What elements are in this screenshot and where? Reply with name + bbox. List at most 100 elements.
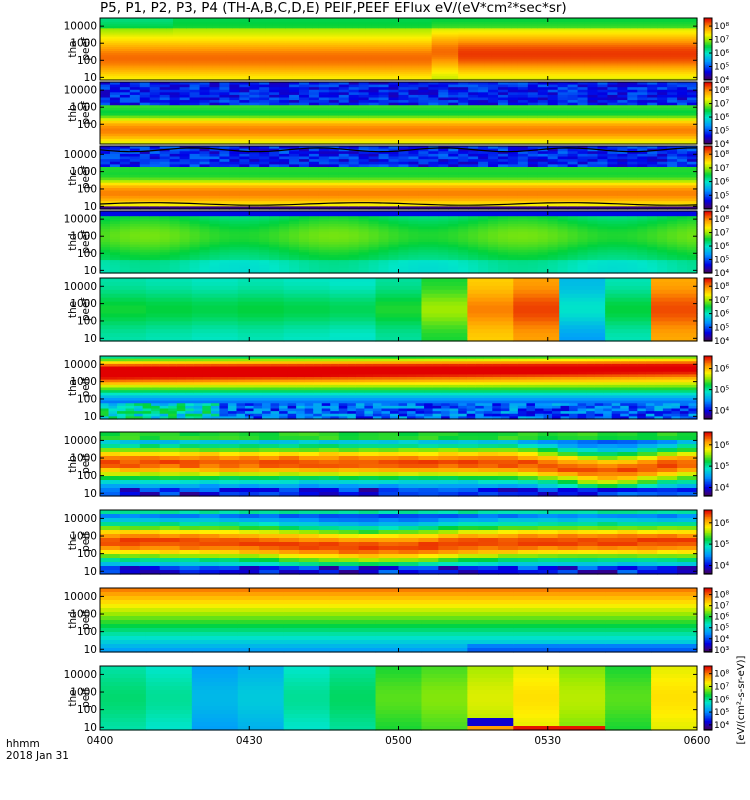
heatmap-cell — [531, 55, 539, 58]
heatmap-cell — [683, 24, 691, 27]
heatmap-cell — [438, 73, 446, 77]
heatmap-cell — [498, 44, 506, 48]
heatmap-cell — [564, 42, 572, 46]
heatmap-cell — [444, 24, 453, 27]
heatmap-cell — [219, 20, 227, 23]
heatmap-cell — [425, 22, 433, 25]
heatmap-cell — [232, 22, 240, 25]
heatmap-cell — [647, 123, 658, 127]
heatmap-cell — [471, 22, 479, 25]
heatmap-cell — [119, 89, 131, 93]
heatmap-cell — [219, 161, 230, 165]
heatmap-cell — [139, 89, 151, 93]
heatmap-cell — [677, 97, 688, 101]
heatmap-cell — [610, 22, 618, 25]
heatmap-cell — [431, 36, 439, 40]
heatmap-cell — [597, 84, 609, 88]
heatmap-cell — [617, 100, 628, 104]
heatmap-cell — [371, 20, 380, 23]
heatmap-cell — [650, 67, 658, 71]
heatmap-cell — [219, 115, 230, 119]
heatmap-cell — [537, 125, 549, 130]
heatmap-cell — [109, 105, 121, 109]
heatmap-cell — [179, 206, 191, 210]
colorbar-segment — [704, 130, 712, 133]
heatmap-cell — [279, 128, 290, 132]
heatmap-cell — [491, 63, 499, 67]
heatmap-cell — [597, 63, 605, 67]
heatmap-cell — [192, 44, 201, 48]
heatmap-cell — [418, 133, 429, 137]
heatmap-cell — [239, 123, 250, 127]
heatmap-cell — [199, 28, 207, 31]
heatmap-cell — [643, 49, 652, 52]
heatmap-cell — [478, 123, 489, 127]
heatmap-cell — [547, 131, 559, 135]
heatmap-cell — [547, 120, 559, 124]
heatmap-cell — [444, 20, 453, 23]
heatmap-cell — [100, 156, 111, 160]
heatmap-cell — [219, 131, 230, 135]
heatmap-cell — [312, 28, 320, 31]
heatmap-cell — [584, 46, 592, 50]
heatmap-cell — [332, 59, 340, 62]
heatmap-cell — [391, 20, 400, 23]
heatmap-cell — [564, 44, 572, 48]
heatmap-cell — [425, 51, 433, 54]
heatmap-cell — [239, 97, 250, 101]
heatmap-cell — [388, 138, 400, 143]
heatmap-cell — [100, 182, 111, 186]
heatmap-cell — [670, 38, 678, 42]
heatmap-cell — [133, 40, 141, 44]
heatmap-cell — [498, 102, 509, 106]
heatmap-cell — [451, 34, 459, 38]
heatmap-cell — [504, 65, 512, 69]
heatmap-cell — [119, 57, 128, 60]
heatmap-cell — [478, 30, 486, 34]
heatmap-cell — [229, 97, 240, 101]
y-tick-label: 10 — [84, 72, 97, 84]
heatmap-cell — [106, 65, 114, 69]
heatmap-cell — [219, 118, 230, 122]
heatmap-cell — [627, 141, 638, 145]
heatmap-cell — [398, 38, 406, 42]
heatmap-cell — [229, 195, 240, 200]
heatmap-cell — [299, 59, 307, 62]
heatmap-cell — [590, 30, 599, 34]
heatmap-cell — [371, 65, 380, 69]
heatmap-cell — [627, 102, 638, 106]
heatmap-cell — [551, 61, 559, 65]
heatmap-cell — [544, 61, 552, 65]
heatmap-cell — [677, 65, 685, 69]
heatmap-cell — [159, 159, 171, 163]
heatmap-cell — [667, 102, 678, 106]
heatmap-cell — [478, 40, 486, 44]
heatmap-cell — [269, 128, 280, 132]
heatmap-cell — [129, 113, 141, 117]
heatmap-cell — [677, 63, 685, 67]
heatmap-cell — [630, 18, 638, 21]
heatmap-cell — [687, 138, 698, 143]
heatmap-cell — [607, 136, 618, 140]
heatmap-cell — [113, 40, 121, 44]
heatmap-cell — [438, 61, 446, 65]
heatmap-cell — [199, 182, 211, 186]
heatmap-cell — [179, 53, 187, 56]
heatmap-cell — [418, 51, 426, 54]
heatmap-cell — [338, 46, 347, 50]
heatmap-cell — [232, 30, 240, 34]
heatmap-cell — [431, 69, 439, 73]
heatmap-cell — [398, 73, 406, 77]
heatmap-cell — [325, 38, 333, 42]
heatmap-cell — [551, 57, 559, 60]
heatmap-cell — [129, 185, 141, 189]
heatmap-cell — [179, 94, 191, 99]
heatmap-cell — [219, 53, 227, 56]
heatmap-cell — [491, 46, 499, 50]
heatmap-cell — [106, 55, 114, 58]
heatmap-cell — [332, 57, 340, 60]
heatmap-cell — [169, 82, 181, 86]
heatmap-cell — [551, 18, 559, 21]
heatmap-cell — [139, 53, 148, 56]
heatmap-cell — [564, 32, 572, 36]
